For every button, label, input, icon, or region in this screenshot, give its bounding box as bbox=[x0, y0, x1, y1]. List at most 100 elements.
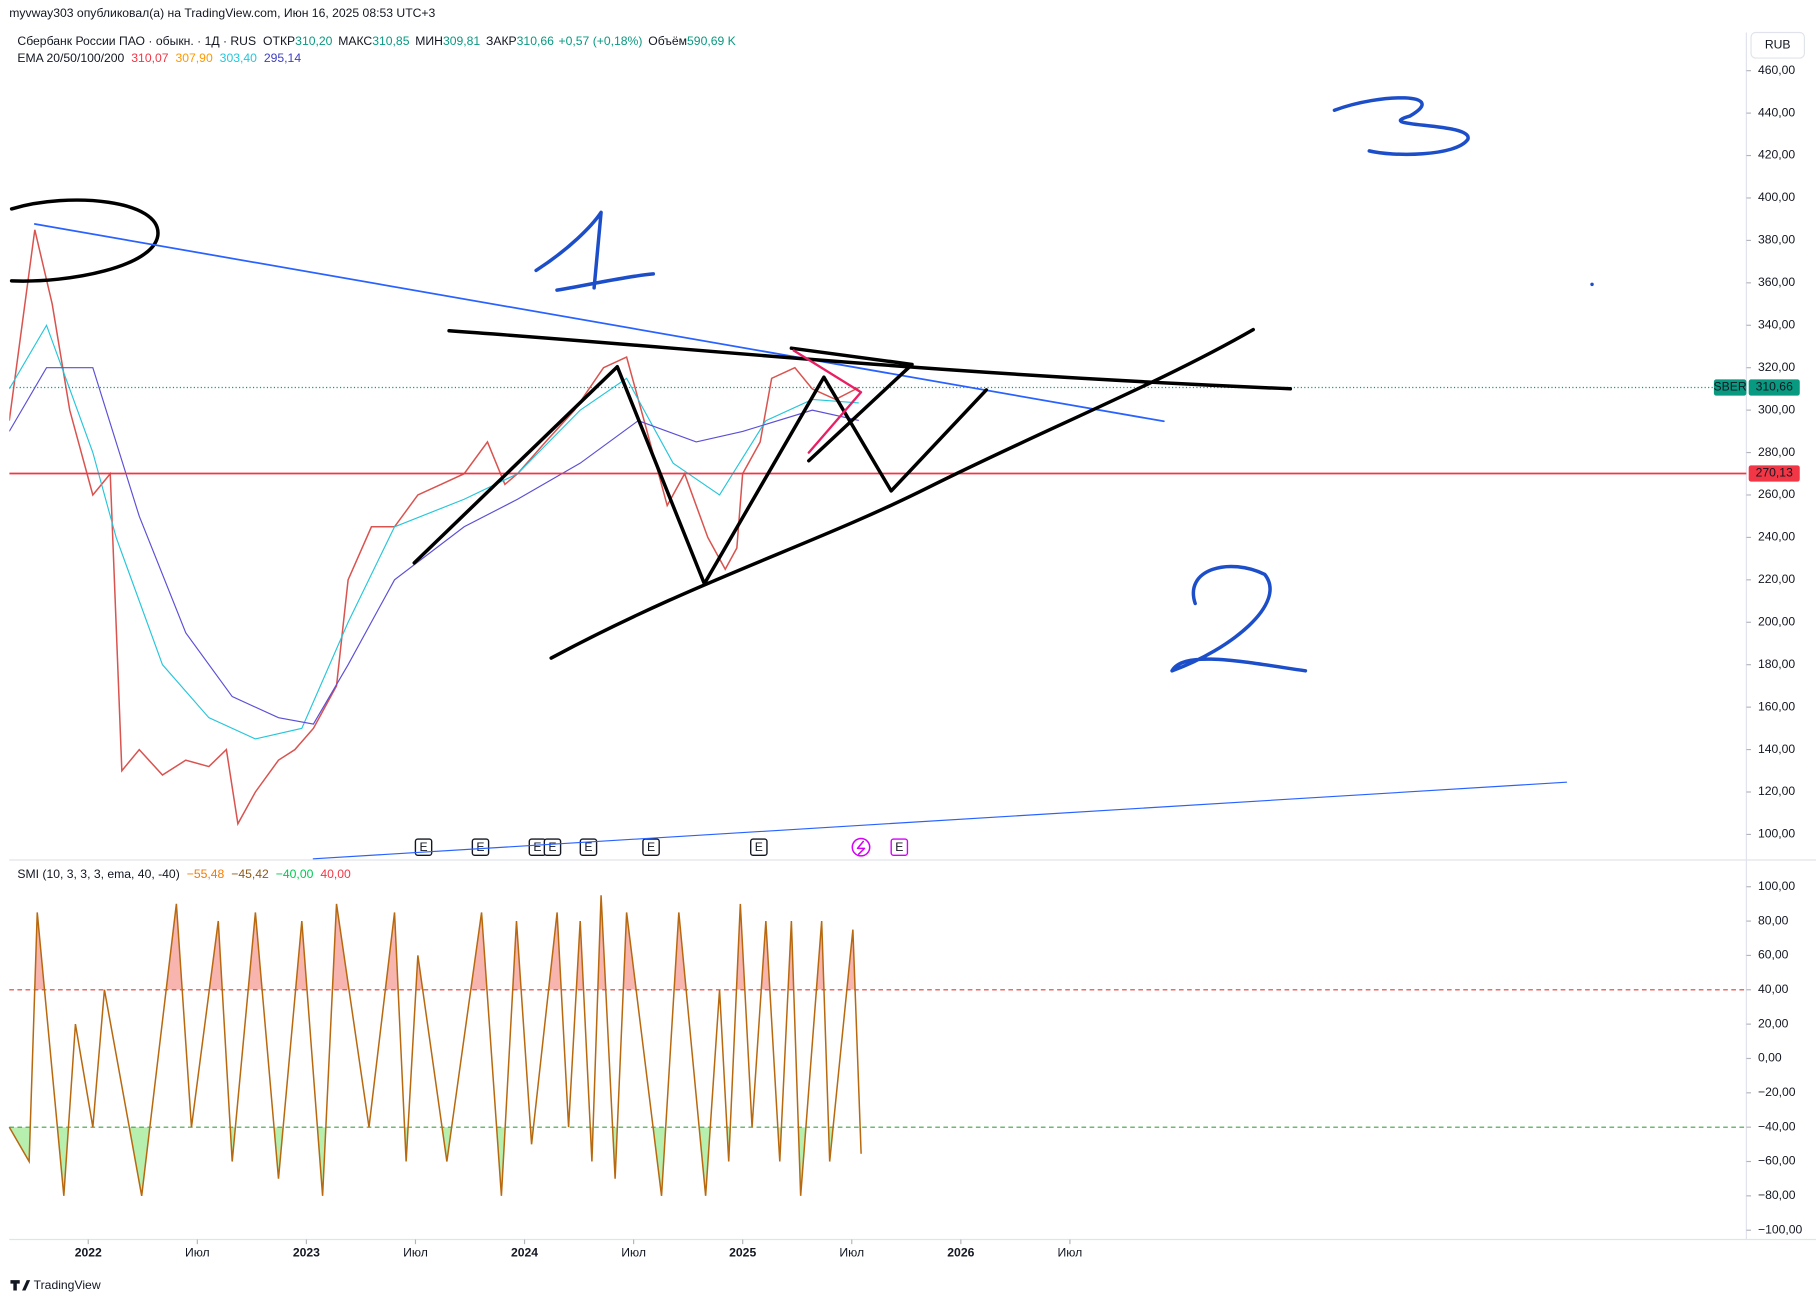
trend-line bbox=[312, 781, 1568, 860]
y-tick-label: 340,00 bbox=[1758, 317, 1795, 331]
y-tick-label: 160,00 bbox=[1758, 699, 1795, 713]
x-tick-label: Июл bbox=[621, 1246, 646, 1260]
indicator-value: 303,40 bbox=[220, 51, 257, 65]
series-line bbox=[9, 367, 859, 725]
x-tick-label: Июл bbox=[185, 1246, 210, 1260]
symbol-label-bg bbox=[1713, 379, 1747, 396]
x-tick-label: Июл bbox=[839, 1246, 864, 1260]
trend-line bbox=[33, 223, 1165, 423]
logo-mark bbox=[10, 1280, 31, 1291]
y-tick-label: −20,00 bbox=[1758, 1085, 1796, 1099]
legend-title: Сбербанк России ПАО · обыкн. · 1Д · RUS bbox=[17, 34, 256, 48]
event-label[interactable]: E bbox=[895, 840, 903, 854]
event-label[interactable]: E bbox=[476, 840, 484, 854]
y-tick-label: 100,00 bbox=[1758, 827, 1795, 841]
x-tick-label: Июл bbox=[403, 1246, 428, 1260]
y-tick-label: −80,00 bbox=[1758, 1188, 1796, 1202]
support-line bbox=[549, 327, 1255, 660]
change: +0,57 (+0,18%) bbox=[559, 34, 643, 48]
triangle-drawing bbox=[792, 349, 863, 454]
x-tick-label: 2024 bbox=[511, 1246, 538, 1260]
dot-drawing bbox=[1590, 282, 1594, 287]
stat-value: 310,20 bbox=[295, 34, 332, 48]
y-tick-label: 440,00 bbox=[1758, 105, 1795, 119]
resistance-line bbox=[447, 329, 1293, 391]
y-tick-label: 220,00 bbox=[1758, 572, 1795, 586]
volume-label: Объём bbox=[648, 34, 687, 48]
indicator-title: EMA 20/50/100/200 bbox=[17, 51, 124, 65]
y-tick-label: 20,00 bbox=[1758, 1016, 1789, 1030]
y-tick-label: 240,00 bbox=[1758, 530, 1795, 544]
x-tick-label: 2026 bbox=[947, 1246, 974, 1260]
event-label[interactable]: E bbox=[419, 840, 427, 854]
dividend-icon-bolt bbox=[856, 840, 866, 855]
y-tick-label: 420,00 bbox=[1758, 148, 1795, 162]
logo: TradingView bbox=[10, 1278, 101, 1292]
logo-text: TradingView bbox=[34, 1278, 101, 1292]
series-line bbox=[9, 229, 860, 827]
stat-value: 309,81 bbox=[443, 34, 480, 48]
published-note: myvway303 опубликовал(а) на TradingView.… bbox=[9, 6, 435, 20]
last-price-label: 310,66 bbox=[1756, 380, 1793, 394]
symbol-label: SBER bbox=[1714, 380, 1747, 394]
y-tick-label: 120,00 bbox=[1758, 784, 1795, 798]
y-tick-label: 60,00 bbox=[1758, 948, 1789, 962]
stat-value: 310,66 bbox=[517, 34, 554, 48]
last-price-bg bbox=[1748, 379, 1800, 396]
series-line bbox=[8, 895, 862, 1196]
event-marker bbox=[642, 838, 660, 857]
y-tick-label: 460,00 bbox=[1758, 63, 1795, 77]
x-tick-label: 2023 bbox=[293, 1246, 320, 1260]
indicator-value: −45,42 bbox=[231, 867, 269, 881]
ema-legend: EMA 20/50/100/200 310,07 307,90 303,40 295,1… bbox=[17, 51, 301, 65]
currency[interactable]: RUB bbox=[1765, 37, 1791, 51]
event-label[interactable]: E bbox=[584, 840, 592, 854]
y-tick-label: −40,00 bbox=[1758, 1119, 1796, 1133]
handwritten-two bbox=[1170, 564, 1308, 673]
ellipse-drawing bbox=[9, 198, 160, 283]
y-tick-label: 80,00 bbox=[1758, 913, 1789, 927]
indicator-value: 307,90 bbox=[175, 51, 212, 65]
currency-button[interactable] bbox=[1750, 31, 1805, 59]
price-legend: Сбербанк России ПАО · обыкн. · 1Д · RUS О… bbox=[17, 34, 735, 48]
indicator-value: −55,48 bbox=[187, 867, 225, 881]
price-label: 270,13 bbox=[1756, 466, 1793, 480]
y-tick-label: 40,00 bbox=[1758, 982, 1789, 996]
event-marker bbox=[579, 838, 598, 857]
price-label-bg bbox=[1748, 465, 1800, 482]
smi-legend: SMI (10, 3, 3, 3, ema, 40, -40) −55,48 −45… bbox=[17, 867, 351, 881]
indicator-title: SMI (10, 3, 3, 3, ema, 40, -40) bbox=[17, 867, 179, 881]
event-marker bbox=[890, 838, 909, 857]
stat-label: ЗАКР bbox=[486, 34, 517, 48]
handwritten-one bbox=[534, 210, 656, 292]
y-tick-label: 180,00 bbox=[1758, 657, 1795, 671]
event-label[interactable]: E bbox=[755, 840, 763, 854]
y-tick-label: −60,00 bbox=[1758, 1154, 1796, 1168]
x-tick-label: Июл bbox=[1058, 1246, 1083, 1260]
series-line bbox=[9, 323, 859, 740]
indicator-value: 310,07 bbox=[131, 51, 168, 65]
event-marker bbox=[471, 838, 490, 857]
smi-pane bbox=[8, 895, 1747, 1196]
event-label[interactable]: E bbox=[647, 840, 655, 854]
dividend-icon[interactable] bbox=[851, 837, 871, 857]
event-label[interactable]: E bbox=[548, 840, 556, 854]
axes: 100,00 120,00 140,00 160,00 180,00 200,00 220,… bbox=[17, 34, 1802, 1260]
stat-label: ОТКР bbox=[263, 34, 295, 48]
y-tick-label: 100,00 bbox=[1758, 879, 1795, 893]
y-tick-label: 360,00 bbox=[1758, 275, 1795, 289]
drawings bbox=[9, 96, 1594, 860]
event-marker bbox=[750, 838, 768, 857]
stat-label: МИН bbox=[415, 34, 443, 48]
x-tick-label: 2025 bbox=[729, 1246, 756, 1260]
y-tick-label: 260,00 bbox=[1758, 487, 1795, 501]
y-tick-label: 300,00 bbox=[1758, 402, 1795, 416]
y-tick-label: 200,00 bbox=[1758, 614, 1795, 628]
x-tick-label: 2022 bbox=[75, 1246, 102, 1260]
wave-drawing bbox=[412, 364, 989, 586]
handwritten-three bbox=[1332, 96, 1470, 157]
event-label[interactable]: E bbox=[533, 840, 541, 854]
y-tick-label: 400,00 bbox=[1758, 190, 1795, 204]
